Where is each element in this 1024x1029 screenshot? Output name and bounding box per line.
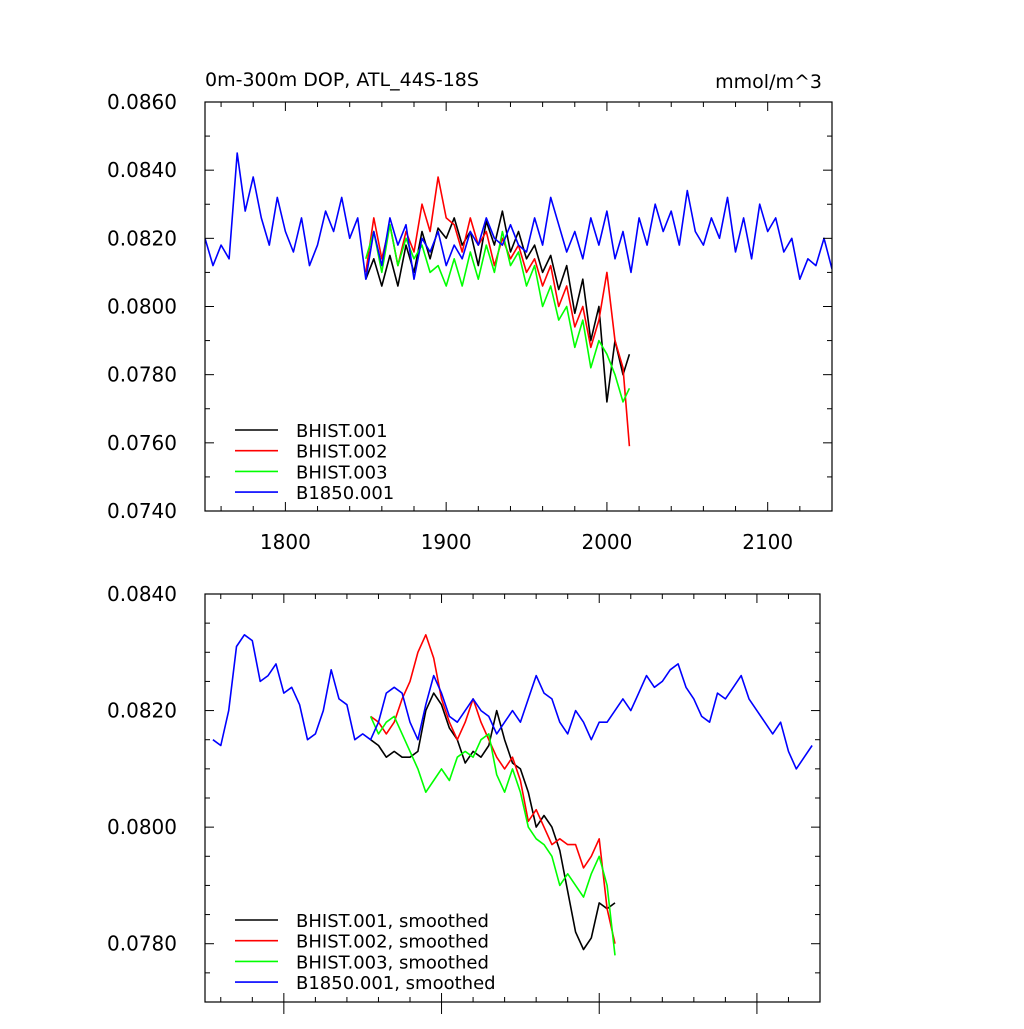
y-tick-label: 0.0860 xyxy=(107,90,177,114)
series-group xyxy=(205,152,832,447)
y-tick-label: 0.0820 xyxy=(107,226,177,250)
legend-label: B1850.001 xyxy=(296,483,394,504)
series-line-2 xyxy=(369,715,616,956)
legend-label: BHIST.001, smoothed xyxy=(296,911,489,932)
series-line-3 xyxy=(205,152,832,281)
chart-title: 0m-300m DOP, ATL_44S-18S xyxy=(205,69,479,91)
legend-label: BHIST.003 xyxy=(296,462,388,483)
top-panel: 1800 1900 2000 2100 0.0740 0.0760 0.0780 0.0800… xyxy=(107,69,833,554)
tick-group xyxy=(205,101,833,512)
y-tick-label: 0.0840 xyxy=(107,158,177,182)
series-line-1 xyxy=(370,633,616,944)
x-tick-label: 2000 xyxy=(581,530,632,554)
legend-label: BHIST.003, smoothed xyxy=(296,952,489,973)
y-tick-label: 0.0820 xyxy=(107,699,177,723)
legend-label: BHIST.002, smoothed xyxy=(296,932,489,953)
y-tick-label: 0.0840 xyxy=(107,582,177,606)
x-tick-label: 1800 xyxy=(260,530,311,554)
chart-units: mmol/m^3 xyxy=(715,71,822,93)
y-tick-label: 0.0800 xyxy=(107,295,177,319)
y-tick-label: 0.0760 xyxy=(107,431,177,455)
legend-label: B1850.001, smoothed xyxy=(296,973,496,994)
series-group xyxy=(212,633,813,956)
legend-label: BHIST.001 xyxy=(296,421,388,442)
series-line-0 xyxy=(365,210,631,403)
series-line-3 xyxy=(212,633,813,770)
y-tick-label: 0.0780 xyxy=(107,932,177,956)
series-line-1 xyxy=(365,176,631,447)
bottom-panel: 0.0780 0.0800 0.0820 0.0840 BHIST.001, smoot… xyxy=(107,582,821,1014)
y-tick-label: 0.0740 xyxy=(107,499,177,523)
y-tick-label: 0.0780 xyxy=(107,363,177,387)
x-tick-label: 1900 xyxy=(421,530,472,554)
y-tick-label: 0.0800 xyxy=(107,815,177,839)
x-tick-label: 2100 xyxy=(742,530,793,554)
tick-group xyxy=(205,593,821,1014)
legend-label: BHIST.002 xyxy=(296,442,388,463)
